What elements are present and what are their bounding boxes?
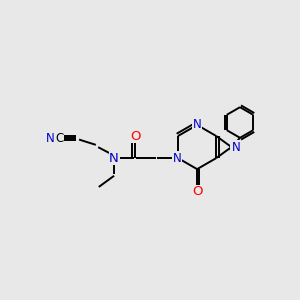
- Text: N: N: [232, 142, 240, 155]
- Text: N: N: [231, 141, 240, 154]
- Text: C: C: [55, 132, 64, 145]
- Text: O: O: [192, 185, 202, 198]
- Text: N: N: [193, 118, 202, 131]
- Text: N: N: [109, 152, 119, 165]
- Text: N: N: [232, 141, 241, 154]
- Text: N: N: [173, 152, 182, 165]
- Text: O: O: [130, 130, 141, 143]
- Text: N: N: [46, 132, 55, 145]
